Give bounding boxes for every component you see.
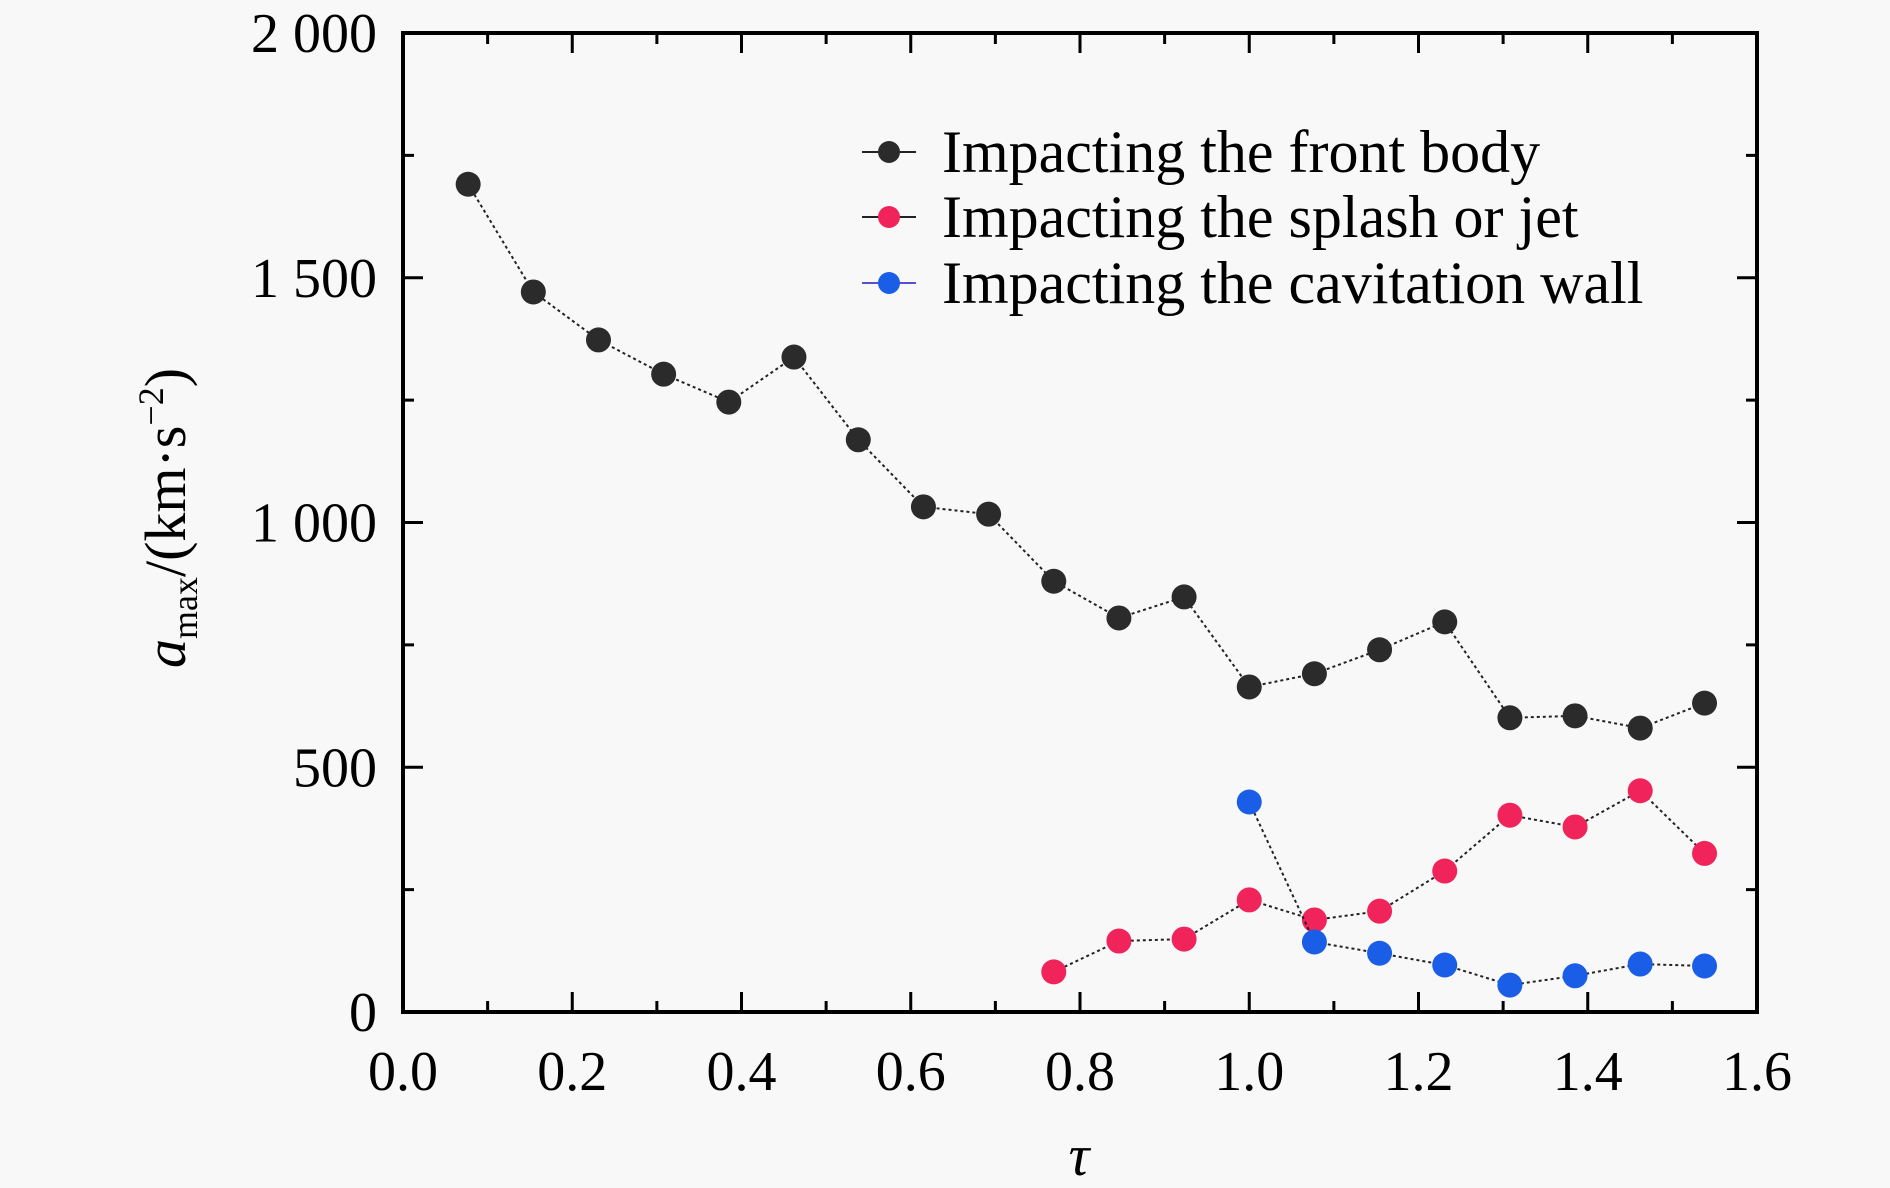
x-tick-label: 0.6	[876, 1041, 946, 1103]
legend-marker	[878, 141, 900, 163]
y-axis-title-close: )	[133, 368, 198, 387]
series-1	[455, 171, 1718, 741]
x-tick-label: 1.0	[1214, 1041, 1284, 1103]
y-axis-title: amax/(km·s−2)	[131, 368, 205, 668]
data-point	[1692, 840, 1718, 866]
legend-marker	[878, 272, 900, 294]
y-axis-title-superscript: −2	[131, 387, 171, 425]
legend-item-2: Impacting the splash or jet	[862, 184, 1579, 250]
data-point	[1367, 898, 1393, 924]
data-point	[1171, 926, 1197, 952]
legend-label: Impacting the cavitation wall	[942, 250, 1643, 316]
x-tick-label: 1.6	[1722, 1041, 1792, 1103]
data-point	[1236, 887, 1262, 913]
legend-item-1: Impacting the front body	[862, 119, 1540, 185]
data-point	[1692, 953, 1718, 979]
series-2	[1041, 778, 1718, 985]
data-point	[1497, 705, 1523, 731]
axes: 0.0 0.2 0.4 0.6 0.8 1.0 1.2 1.4 1.6 0 500 1 000 1 50…	[251, 3, 1792, 1103]
x-tick-label: 0.2	[537, 1041, 607, 1103]
y-tick-label: 500	[293, 737, 377, 799]
x-tick-label: 0.4	[707, 1041, 777, 1103]
data-point	[1627, 715, 1653, 741]
legend-label: Impacting the front body	[942, 119, 1540, 185]
data-point	[1497, 802, 1523, 828]
x-tick-label: 1.4	[1553, 1041, 1623, 1103]
data-point	[1692, 690, 1718, 716]
legend-label: Impacting the splash or jet	[942, 184, 1579, 250]
y-axis-title-unit: /(km·s	[133, 426, 198, 577]
y-axis-title-symbol: a	[133, 639, 198, 668]
data-point	[1041, 568, 1067, 594]
y-axis-title-subscript: max	[165, 577, 205, 639]
series-line	[1053, 789, 1706, 973]
y-tick-label: 0	[349, 982, 377, 1044]
data-point	[651, 361, 677, 387]
data-point	[910, 494, 936, 520]
series-line	[467, 183, 1705, 730]
data-point	[1041, 959, 1067, 985]
data-point	[1562, 963, 1588, 989]
data-point	[520, 279, 546, 305]
data-point	[1562, 814, 1588, 840]
legend-item-3: Impacting the cavitation wall	[862, 250, 1643, 316]
data-point	[1367, 637, 1393, 663]
data-point	[1367, 940, 1393, 966]
data-point	[1627, 951, 1653, 977]
data-point	[1171, 584, 1197, 610]
data-point	[1497, 972, 1523, 998]
plot-series	[455, 171, 1718, 998]
data-point	[1432, 858, 1458, 884]
data-point	[845, 427, 871, 453]
x-tick-label: 1.2	[1384, 1041, 1454, 1103]
data-point	[455, 171, 481, 197]
x-tick-label: 0.8	[1045, 1041, 1115, 1103]
data-point	[585, 327, 611, 353]
data-point	[1236, 789, 1262, 815]
data-point	[781, 344, 807, 370]
data-point	[1432, 952, 1458, 978]
y-tick-label: 1 500	[251, 248, 377, 310]
data-point	[1106, 605, 1132, 631]
data-point	[1432, 609, 1458, 635]
data-point	[1301, 661, 1327, 687]
data-point	[1627, 778, 1653, 804]
x-tick-label: 0.0	[368, 1041, 438, 1103]
y-tick-label: 2 000	[251, 3, 377, 65]
data-point	[716, 389, 742, 415]
y-tick-label: 1 000	[251, 493, 377, 555]
data-point	[1301, 929, 1327, 955]
x-axis-title: τ	[1069, 1123, 1092, 1188]
legend-marker	[878, 206, 900, 228]
data-point	[976, 501, 1002, 527]
data-point	[1106, 928, 1132, 954]
series-3	[1236, 789, 1718, 998]
data-point	[1301, 907, 1327, 933]
data-point	[1562, 703, 1588, 729]
data-point	[1236, 674, 1262, 700]
